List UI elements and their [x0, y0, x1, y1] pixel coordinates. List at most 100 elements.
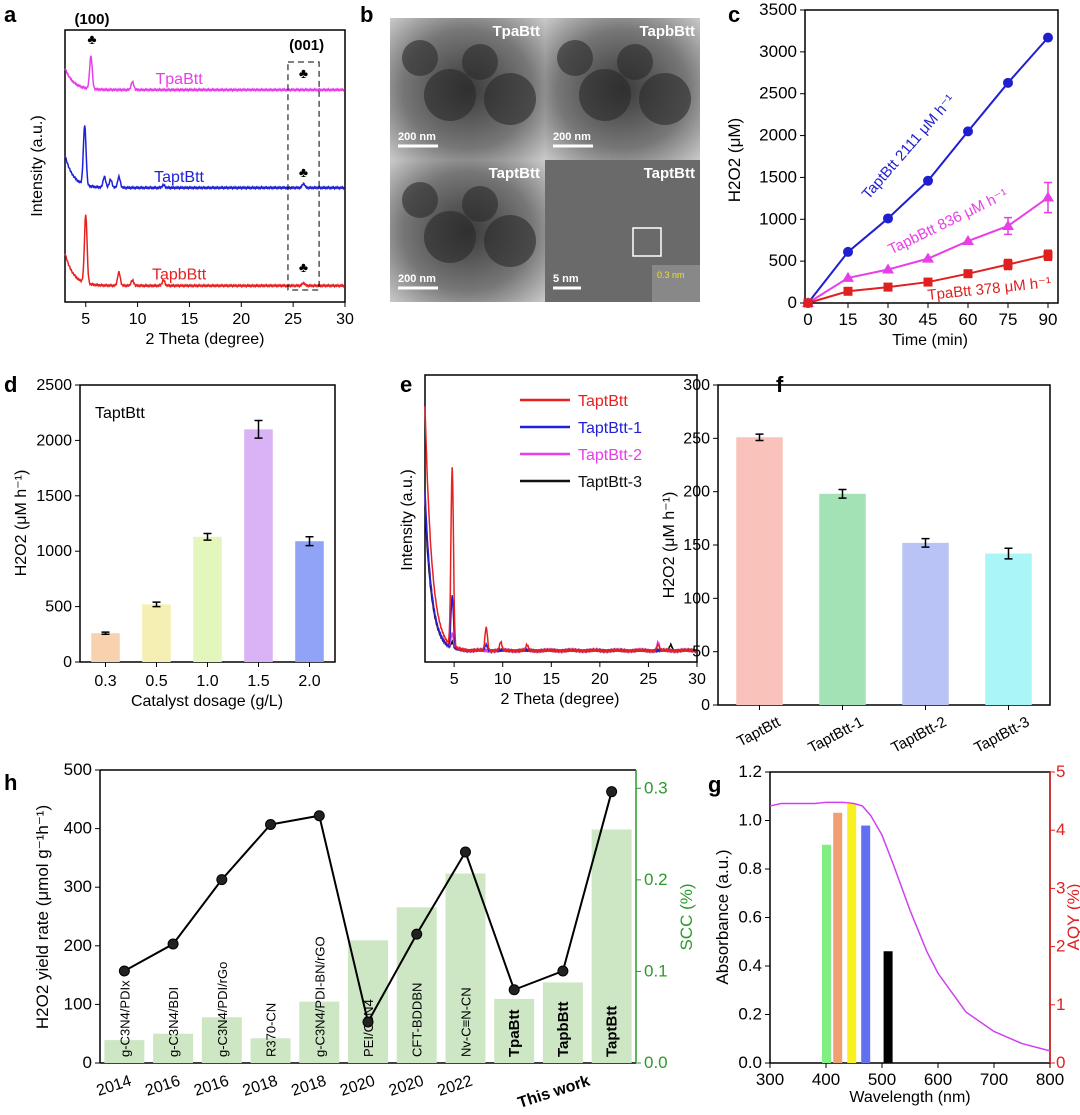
x-tick-label: 90: [1039, 310, 1058, 329]
y-axis-label: Intensity (a.u.): [399, 469, 416, 570]
y-tick-label: 2000: [36, 432, 72, 449]
error-bar: [203, 532, 212, 541]
y-axis-label: H2O2 yield rate (μmol g⁻¹h⁻¹): [33, 805, 52, 1029]
y-axis-label: Intensity (a.u.): [29, 115, 46, 216]
club-marker: ♣: [299, 164, 308, 180]
particle: [462, 44, 498, 80]
y-tick-label: 4: [1056, 820, 1065, 839]
year-label: 2018: [241, 1073, 280, 1100]
axes-frame: [424, 374, 698, 663]
tem-label: TapbBtt: [639, 23, 695, 40]
aqy-bar-420: [833, 812, 843, 1063]
yield-point: [167, 938, 179, 950]
x-tick-label: 30: [688, 671, 706, 688]
data-point: [1043, 250, 1053, 260]
y-tick-label: 0.1: [644, 961, 668, 980]
y-tick-label: 5: [1056, 762, 1065, 781]
error-bar: [152, 601, 161, 608]
y-tick-label: 300: [64, 877, 92, 896]
lattice-spacing-label: 0.3 nm: [657, 270, 685, 280]
scc-bar: [348, 940, 388, 1063]
panel-label: c: [728, 2, 740, 27]
year-label: 2020: [387, 1073, 426, 1100]
y-tick-label: 1500: [36, 488, 72, 505]
tem-label: TaptBtt: [644, 165, 695, 182]
scc-bar: [299, 1001, 340, 1063]
material-label: g-C3N4/PDI/rGo: [215, 962, 230, 1057]
y-tick-label: 0.4: [738, 956, 762, 975]
y-tick-label: 0.3: [644, 778, 668, 797]
y-axis-label: Absorbance (a.u.): [713, 849, 732, 984]
data-point: [883, 213, 893, 224]
particle: [557, 40, 593, 76]
series-label: TpaBtt: [156, 71, 204, 88]
material-label: g-C3N4/PDIx: [117, 980, 132, 1057]
tem-image: TapbBtt 200 nm: [545, 18, 700, 160]
particle: [617, 44, 653, 80]
bar-TaptBtt-3: [985, 553, 1032, 705]
axes-frame: [804, 9, 1059, 304]
scale-bar-label: 5 nm: [553, 273, 579, 285]
error-bar: [838, 488, 847, 499]
club-marker: ♣: [299, 259, 308, 275]
y-tick-label: 3500: [759, 0, 797, 19]
data-point: [923, 277, 933, 287]
x-tick-label: 60: [959, 310, 978, 329]
material-label: Nv-C≡N-CN: [458, 987, 473, 1057]
data-point: [963, 269, 973, 279]
panel-title: TaptBtt: [95, 405, 145, 422]
y-tick-label: 2000: [759, 126, 797, 145]
x-tick-label: 700: [980, 1070, 1008, 1089]
year-label: 2020: [338, 1073, 377, 1100]
material-label: TaptBtt: [604, 1006, 621, 1057]
x-tick-label: TaptBtt-3: [971, 714, 1032, 757]
data-point: [883, 282, 893, 292]
data-point: [1003, 77, 1013, 88]
yield-point: [313, 810, 325, 822]
y-tick-label: 0.8: [738, 859, 762, 878]
y-tick-label: 150: [683, 537, 710, 554]
scc-bar: [104, 1040, 145, 1063]
rate-label: TaptBtt 2111 μM h⁻¹: [859, 91, 959, 202]
panel-c-h2o2-time: 0 15 30 45 60 75 90 0 500 1000 1500 2000 2500 3000 350…: [725, 0, 1059, 349]
y-tick-label: 0.6: [738, 908, 762, 927]
particle: [402, 182, 438, 218]
y-tick-label: 1000: [759, 209, 797, 228]
tem-label: TpaBtt: [493, 23, 541, 40]
yield-point: [118, 965, 130, 977]
year-label: 2016: [143, 1073, 182, 1100]
yield-point: [606, 786, 618, 798]
aqy-bar-445: [847, 804, 857, 1063]
x-tick-label: 1.5: [247, 673, 269, 690]
y-tick-label: 0: [63, 654, 72, 671]
x-tick-label: 0.5: [145, 673, 167, 690]
material-label: TpaBtt: [506, 1010, 523, 1058]
x-tick-label: 500: [868, 1070, 896, 1089]
x-tick-label: 15: [181, 311, 199, 328]
data-point: [1002, 219, 1014, 230]
y-tick-label: 0: [1056, 1053, 1065, 1072]
particle: [402, 40, 438, 76]
x-tick-label: TaptBtt: [734, 713, 784, 750]
year-label: 2018: [289, 1073, 328, 1100]
absorbance-curve: [769, 801, 1051, 1052]
x-tick-label: 75: [999, 310, 1018, 329]
y-tick-label: 100: [64, 994, 92, 1013]
xrd-curve-TaptBtt-1: [424, 492, 697, 654]
bar-0.3: [91, 633, 120, 662]
panel-a-xrd: 5 10 15 20 25 30 2 Theta (degree) Intensity (a.…: [29, 11, 354, 348]
panel-d-dosage: 0 500 1000 1500 2000 2500 0.3 0.5 1.0 1.5 2.0 TaptB…: [13, 377, 336, 710]
y-tick-label: 50: [692, 644, 710, 661]
x-axis-label: Time (min): [892, 332, 968, 349]
x-axis-label: Wavelength (nm): [849, 1089, 970, 1106]
scc-bar: [250, 1038, 291, 1063]
y-axis-label: H2O2 (μM h⁻¹): [661, 492, 678, 599]
y-tick-label: 0: [788, 293, 797, 312]
data-point: [843, 246, 853, 257]
y-tick-label: 0.2: [738, 1005, 762, 1024]
scale-bar-label: 200 nm: [553, 131, 591, 143]
x-tick-label: 1.0: [196, 673, 218, 690]
data-point: [922, 252, 934, 263]
